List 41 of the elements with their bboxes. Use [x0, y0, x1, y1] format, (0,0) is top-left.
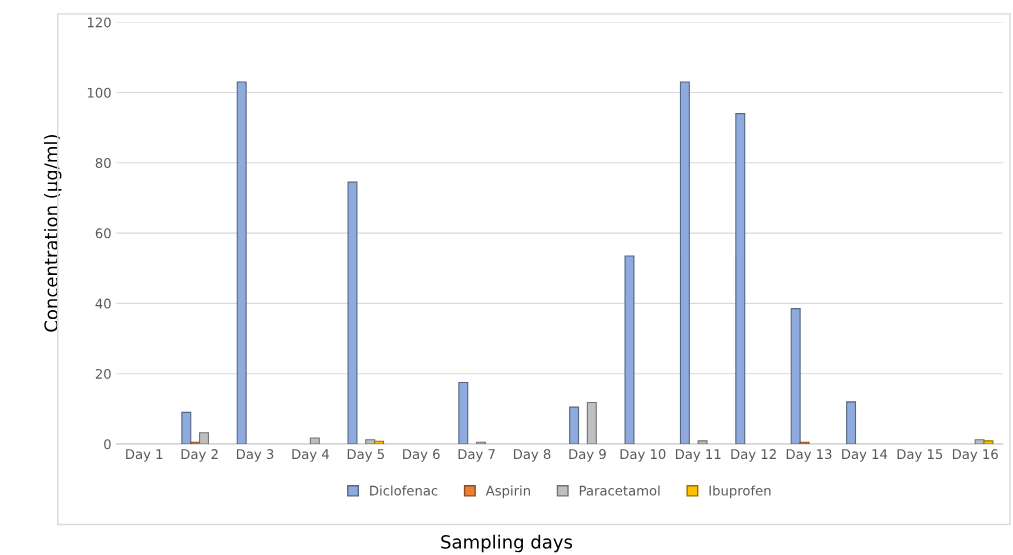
x-tick-label: Day 3 [236, 449, 274, 462]
bar [624, 255, 635, 444]
x-tick-label: Day 7 [458, 449, 495, 462]
y-tick-label: 20 [95, 368, 111, 379]
bar [790, 308, 801, 444]
x-tick-label: Day 12 [731, 449, 776, 462]
y-axis-title: Concentration (µg/ml) [43, 135, 62, 332]
legend-label: Aspirin [485, 485, 530, 499]
x-tick-label: Day 13 [786, 449, 832, 462]
bar [846, 401, 857, 444]
bar [458, 381, 469, 444]
bar [735, 113, 746, 444]
x-tick-label: Day 8 [513, 449, 551, 462]
x-tick-label: Day 10 [620, 449, 666, 462]
bar [569, 406, 580, 444]
y-tick-label: 40 [95, 298, 111, 309]
x-tick-label: Day 11 [675, 449, 721, 462]
x-tick-label: Day 6 [403, 449, 440, 462]
bar [347, 181, 358, 444]
x-tick-label: Day 16 [952, 449, 998, 462]
legend-label: Ibuprofen [709, 485, 771, 499]
y-tick-label: 60 [95, 228, 111, 239]
x-tick-label: Day 14 [842, 449, 888, 462]
bar [679, 81, 690, 444]
bar [236, 81, 247, 444]
y-tick-label: 80 [95, 158, 111, 168]
x-tick-label: Day 15 [897, 449, 943, 462]
legend-label: Paracetamol [579, 485, 660, 496]
bar [983, 440, 994, 444]
x-tick-label: Day 9 [569, 449, 606, 462]
y-tick-label: 120 [87, 17, 111, 28]
y-tick-label: 100 [87, 87, 111, 98]
x-tick-label: Day 1 [126, 449, 163, 462]
x-tick-label: Day 5 [347, 449, 384, 462]
bar [374, 440, 385, 444]
y-tick-label: 0 [104, 439, 111, 450]
x-tick-label: Day 4 [292, 449, 329, 462]
bar [181, 411, 192, 444]
x-axis-title: Sampling days [441, 534, 573, 553]
x-tick-label: Day 2 [181, 449, 218, 462]
legend-label: Diclofenac [370, 485, 438, 496]
